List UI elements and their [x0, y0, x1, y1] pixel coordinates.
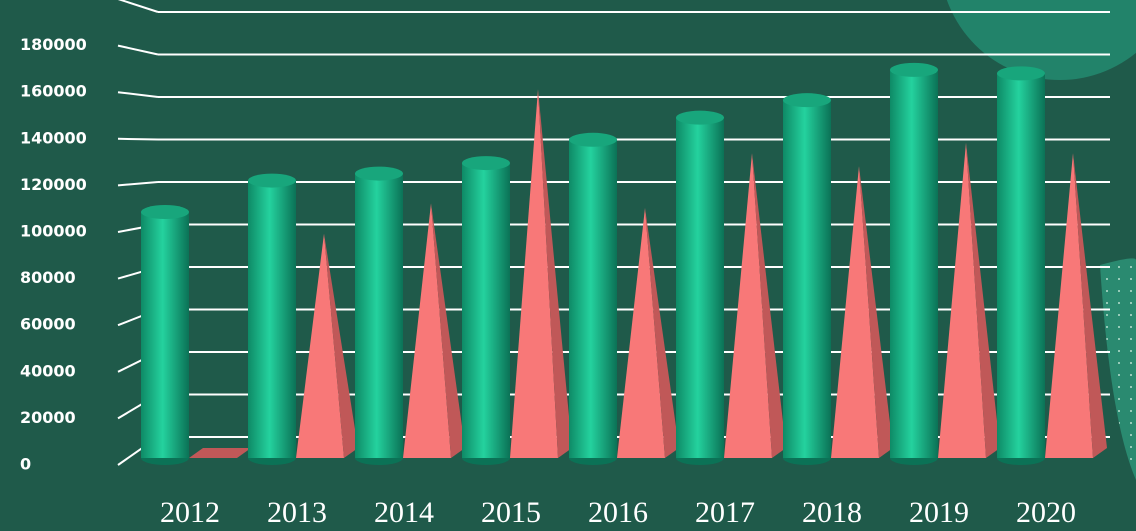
pyramid-side: [324, 233, 358, 458]
tick-line: [117, 44, 159, 56]
x-tick-label: 2014: [374, 496, 434, 529]
cylinder-body: [890, 69, 938, 458]
tick-line: [117, 0, 159, 13]
pyramid: [831, 166, 893, 458]
pyramid-flat: [189, 448, 251, 458]
cylinder-top: [569, 132, 617, 147]
y-tick-label: 180000: [20, 35, 87, 54]
x-tick-label: 2012: [160, 496, 220, 529]
y-tick-label: 20000: [20, 408, 76, 427]
y-tick-label: 60000: [20, 315, 76, 334]
y-tick-label: 40000: [20, 361, 76, 380]
pyramid-side: [645, 208, 679, 458]
x-tick-label: 2018: [802, 496, 862, 529]
cylinder-body: [569, 139, 617, 459]
pyramid-side: [538, 89, 572, 458]
cylinder-top: [890, 62, 938, 77]
plot: 0 20000 40000 60000 80000 100000 120000 140000 1…: [20, 0, 1110, 529]
cylinder: [141, 205, 189, 465]
cylinder: [997, 66, 1045, 465]
cylinder: [248, 173, 296, 465]
cylinder: [462, 156, 510, 465]
cylinder-top: [997, 66, 1045, 81]
pyramid-front: [296, 233, 344, 458]
pyramid: [296, 233, 358, 458]
pyramid-side: [1073, 153, 1107, 458]
tick-line: [117, 137, 159, 141]
pyramid-front: [831, 166, 879, 458]
cylinder: [890, 62, 938, 465]
cylinder: [355, 166, 403, 465]
cylinder-top: [248, 173, 296, 188]
x-tick-label: 2019: [909, 496, 969, 529]
pyramid-front: [510, 89, 558, 458]
y-tick-label: 80000: [20, 268, 76, 287]
cylinder-body: [676, 117, 724, 458]
pyramid: [938, 142, 1000, 459]
cylinder-body: [462, 163, 510, 458]
cylinder: [676, 110, 724, 465]
decor-dots: [1100, 258, 1136, 480]
y-tick-label: 120000: [20, 175, 87, 194]
pyramid-front: [1045, 153, 1093, 458]
tick-line: [117, 91, 159, 98]
pyramid-front: [403, 203, 451, 458]
x-tick-label: 2015: [481, 496, 541, 529]
x-tick-label: 2017: [695, 496, 755, 529]
pyramid-front: [617, 208, 665, 458]
x-tick-label: 2020: [1016, 496, 1076, 529]
pyramid-front: [938, 142, 986, 459]
y-tick-label: 100000: [20, 222, 87, 241]
pyramid: [617, 208, 679, 458]
y-tick-label: 140000: [20, 128, 87, 147]
y-tick-label: 160000: [20, 82, 87, 101]
decor-circle: [946, 0, 1136, 80]
cylinder-top: [462, 156, 510, 171]
pyramid-side: [752, 153, 786, 458]
cylinder-top: [355, 166, 403, 181]
cylinder-body: [248, 180, 296, 458]
cylinder-top: [783, 93, 831, 108]
pyramid-side: [966, 142, 1000, 459]
cylinder-body: [355, 173, 403, 458]
cylinder-top: [676, 110, 724, 125]
cylinder-body: [783, 100, 831, 459]
cylinder: [783, 93, 831, 465]
tick-line: [117, 181, 159, 187]
pyramid-side: [431, 203, 465, 458]
pyramid: [1045, 153, 1107, 458]
cylinder-top: [141, 205, 189, 220]
pyramid: [189, 448, 251, 458]
x-tick-label: 2016: [588, 496, 648, 529]
pyramid-side: [859, 166, 893, 458]
cylinder-body: [141, 212, 189, 458]
pyramid: [724, 153, 786, 458]
y-tick-label: 0: [20, 455, 31, 474]
x-tick-label: 2013: [267, 496, 327, 529]
pyramid: [510, 89, 572, 458]
cylinder-body: [997, 73, 1045, 458]
cylinder: [569, 132, 617, 465]
pyramid-front: [724, 153, 772, 458]
pyramid: [403, 203, 465, 458]
